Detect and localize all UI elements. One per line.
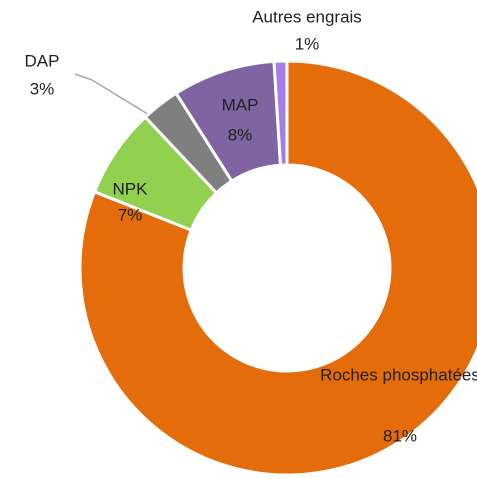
slice-label: NPK (113, 179, 149, 198)
donut-slice (78, 59, 477, 477)
value-label: 8% (228, 125, 253, 144)
value-label: 3% (30, 79, 55, 98)
value-label: 1% (295, 34, 320, 53)
value-label: 7% (118, 205, 143, 224)
slice-label: Autres engrais (252, 7, 362, 26)
slice-label: Roches phosphatées (320, 365, 477, 384)
slice-label: MAP (222, 95, 259, 114)
value-label: 81% (383, 426, 417, 445)
slice-label: DAP (25, 51, 60, 70)
donut-slice (272, 59, 289, 167)
